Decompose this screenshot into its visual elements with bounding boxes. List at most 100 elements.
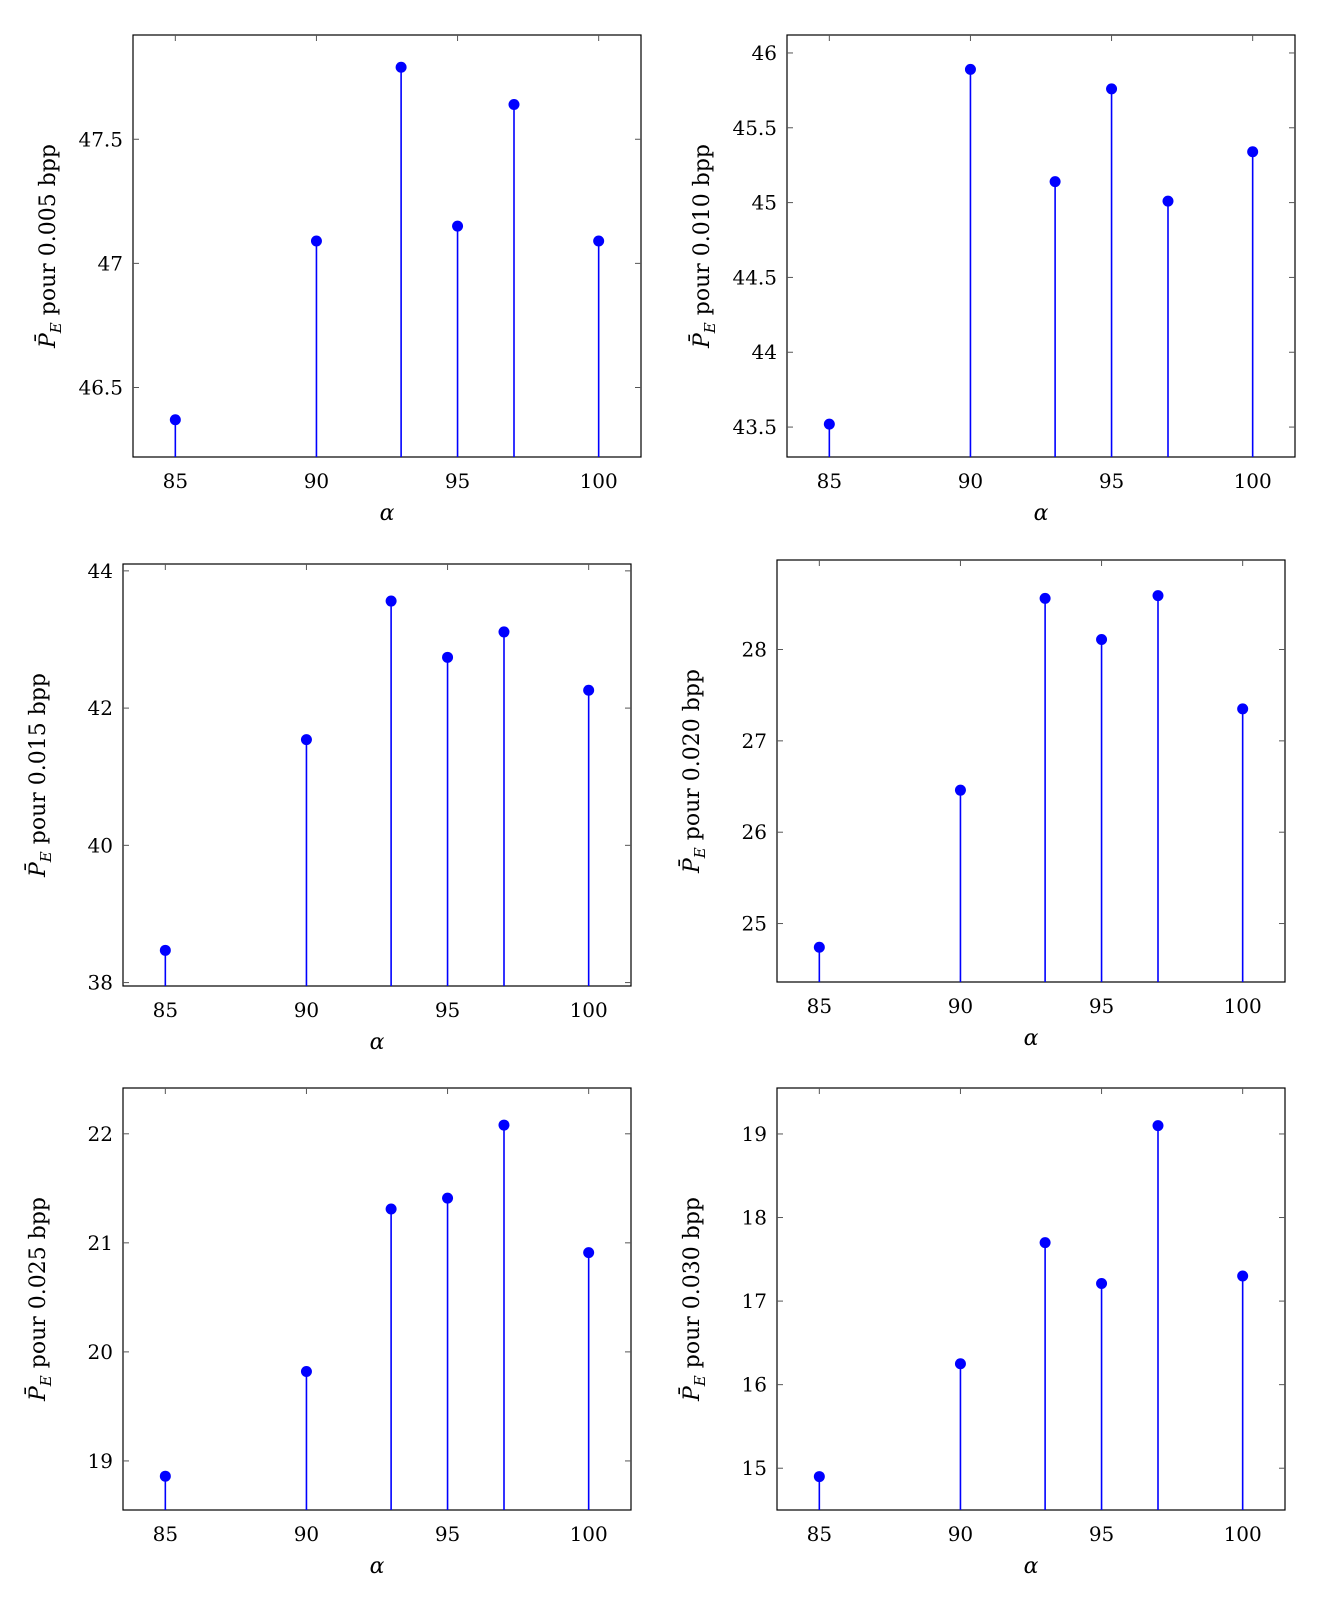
stem-marker [300,734,312,746]
y-tick-label: 42 [88,696,113,720]
x-tick-label: 95 [435,998,460,1022]
y-tick-label: 40 [88,833,113,857]
x-tick-label: 95 [445,469,470,493]
y-tick-label: 45 [752,191,777,215]
x-axis-label: α [1034,501,1049,526]
stem-marker [813,1471,825,1483]
y-axis-label: P̄E pour 0.030 bpp [678,1197,709,1402]
stem-marker [508,99,520,111]
x-axis-label: α [380,501,395,526]
chart-panel-3: 85 90 95 100 38 40 42 44 α P̄E pour 0.015 bpp [24,559,632,1055]
stem-marker [385,1203,397,1215]
stem-marker [169,414,181,426]
stem-marker [964,63,976,75]
stem-marker [442,651,454,663]
x-tick-label: 100 [1224,1522,1262,1546]
x-tick-label: 95 [1099,469,1124,493]
stem-marker [1152,1120,1164,1132]
stem-marker [823,418,835,430]
stem-marker [593,235,605,247]
x-tick-label: 90 [294,1522,319,1546]
stem-marker [813,941,825,953]
x-tick-label: 95 [1089,1522,1114,1546]
stem-marker [1096,633,1108,645]
stem-marker [498,626,510,638]
stem-marker [159,1470,171,1482]
stem-marker [1152,590,1164,602]
plot-frame [122,1087,632,1511]
stem-marker [310,235,322,247]
plot-frame [776,559,1286,983]
chart-panel-6: 85 90 95 100 15 16 17 18 19 α P̄E pour 0.030 bpp [678,1087,1286,1579]
stem-marker [452,220,464,232]
y-tick-label: 22 [88,1122,113,1146]
y-tick-label: 21 [88,1231,113,1255]
x-tick-label: 100 [1234,469,1272,493]
stem-marker [1049,176,1061,188]
y-tick-label: 43.5 [732,415,777,439]
stem-marker [1237,1270,1249,1282]
plot-frame [786,34,1296,458]
chart-panel-4: 85 90 95 100 25 26 27 28 α P̄E pour 0.020 bpp [678,559,1286,1051]
x-axis-label: α [370,1030,385,1055]
y-tick-label: 17 [742,1289,767,1313]
x-tick-label: 90 [958,469,983,493]
stem-marker [954,784,966,796]
chart-panel-5: 85 90 95 100 19 20 21 22 α P̄E pour 0.025 bpp [24,1087,632,1579]
stem-marker [583,684,595,696]
y-axis-label: P̄E pour 0.010 bpp [688,144,719,349]
y-tick-label: 47 [98,251,123,275]
x-axis-label: α [1024,1554,1039,1579]
stem-marker [1237,703,1249,715]
y-tick-label: 38 [88,971,113,995]
x-tick-label: 90 [948,1522,973,1546]
stem-marker [300,1366,312,1378]
x-tick-label: 95 [1089,994,1114,1018]
y-tick-label: 16 [742,1373,767,1397]
y-axis-label: P̄E pour 0.020 bpp [678,669,709,874]
plot-frame [132,34,642,458]
stem-marker [1162,195,1174,207]
x-tick-label: 85 [163,469,188,493]
x-axis-label: α [1024,1026,1039,1051]
x-tick-label: 85 [153,998,178,1022]
stem-marker [498,1119,510,1131]
x-tick-label: 85 [817,469,842,493]
y-tick-label: 19 [742,1122,767,1146]
x-tick-label: 95 [435,1522,460,1546]
stem-marker [385,595,397,607]
plot-frame [776,1087,1286,1511]
y-tick-label: 26 [742,820,767,844]
y-axis-label: P̄E pour 0.025 bpp [24,1197,55,1402]
y-tick-label: 18 [742,1206,767,1230]
x-tick-label: 90 [304,469,329,493]
x-tick-label: 100 [570,998,608,1022]
stem-marker [1247,146,1259,158]
y-tick-label: 19 [88,1449,113,1473]
x-tick-label: 100 [580,469,618,493]
stem-marker [1096,1278,1108,1290]
chart-panel-1: 85 90 95 100 46.5 47 47.5 α P̄E pour 0.005 bpp [34,34,642,526]
stem-marker [442,1192,454,1204]
y-tick-label: 28 [742,638,767,662]
x-tick-label: 85 [807,994,832,1018]
stem-marker [159,944,171,956]
x-tick-label: 90 [948,994,973,1018]
plot-frame [122,563,632,987]
chart-panel-2: 85 90 95 100 43.5 44 44.5 45 45.5 46 α P̄E pour 0.0… [688,34,1296,526]
x-tick-label: 90 [294,998,319,1022]
stem-marker [1039,1237,1051,1249]
x-tick-label: 100 [570,1522,608,1546]
y-tick-label: 44 [752,340,777,364]
y-axis-label: P̄E pour 0.015 bpp [24,673,55,878]
y-tick-label: 45.5 [732,116,777,140]
y-tick-label: 25 [742,912,767,936]
y-tick-label: 27 [742,729,767,753]
stem-marker [395,61,407,73]
y-tick-label: 20 [88,1340,113,1364]
y-tick-label: 47.5 [78,127,123,151]
y-tick-label: 46.5 [78,375,123,399]
stem-marker [583,1247,595,1259]
stem-marker [1039,592,1051,604]
